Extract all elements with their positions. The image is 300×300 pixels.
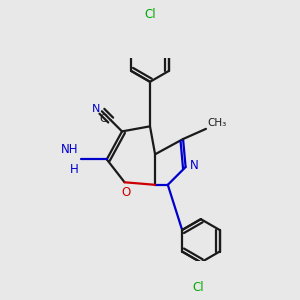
Text: N: N	[92, 104, 100, 114]
Text: NH: NH	[61, 142, 79, 156]
Text: H: H	[70, 163, 79, 176]
Text: Cl: Cl	[144, 8, 156, 21]
Text: Cl: Cl	[193, 281, 204, 295]
Text: O: O	[121, 186, 130, 199]
Text: CH₃: CH₃	[207, 118, 226, 128]
Text: N: N	[190, 159, 198, 172]
Text: C: C	[99, 114, 107, 124]
